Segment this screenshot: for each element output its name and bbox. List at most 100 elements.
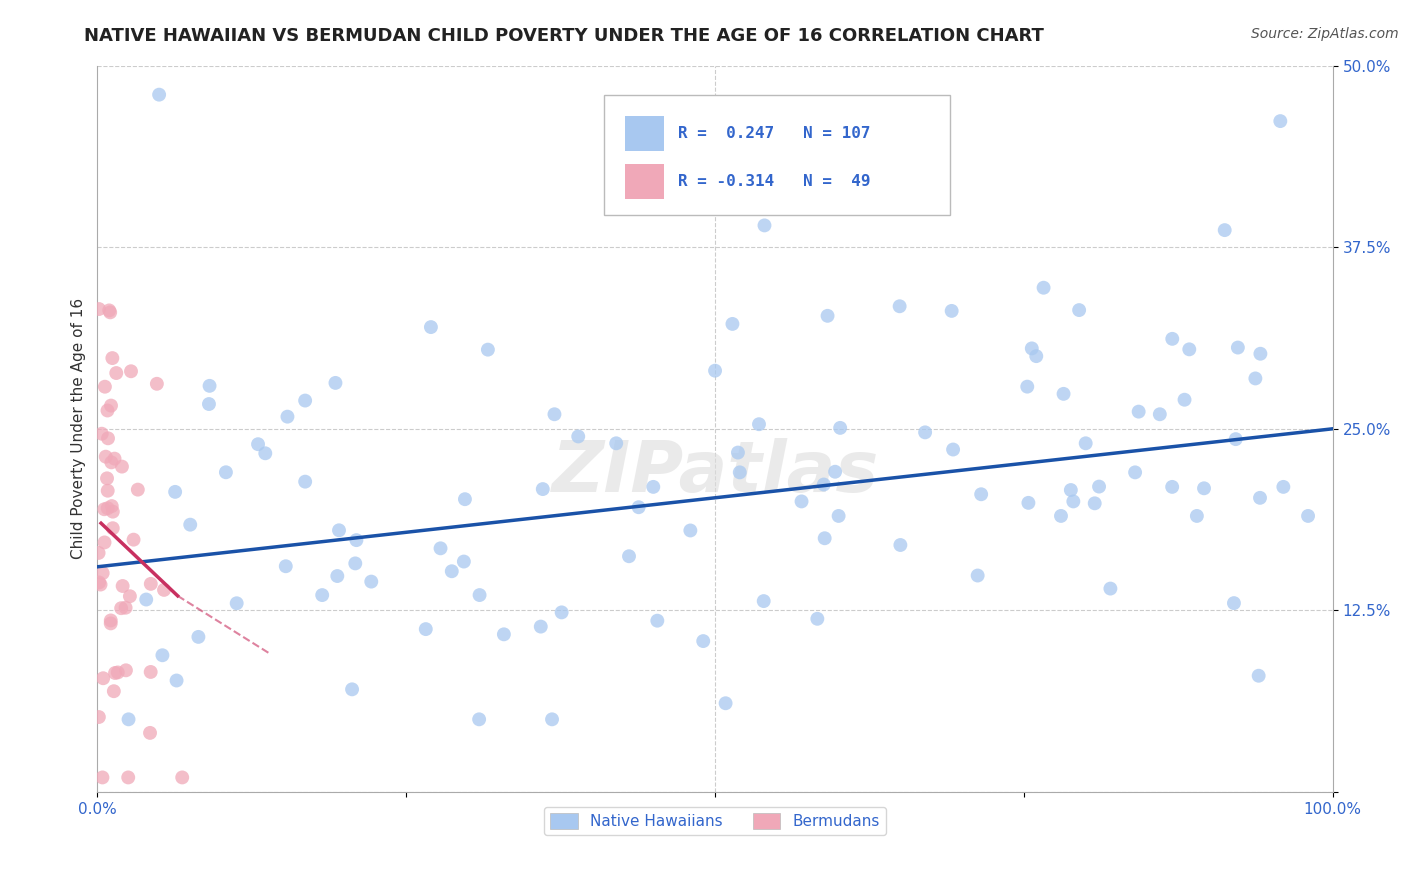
Point: [139, 577, 162, 591]
Point: [814, 531, 837, 545]
Point: [643, 480, 665, 494]
Text: Source: ZipAtlas.com: Source: ZipAtlas.com: [1251, 27, 1399, 41]
Point: [704, 364, 727, 378]
Point: [107, 665, 129, 680]
Point: [122, 533, 145, 547]
Point: [1123, 466, 1146, 480]
Point: [1249, 347, 1271, 361]
Point: [1062, 494, 1084, 508]
Point: [90, 426, 112, 441]
Point: [721, 317, 744, 331]
Point: [492, 627, 515, 641]
Point: [97, 483, 120, 498]
Bar: [624, 117, 665, 152]
Point: [276, 409, 298, 424]
Point: [101, 521, 124, 535]
Point: [1178, 343, 1201, 357]
Text: ZIPatlas: ZIPatlas: [551, 438, 879, 507]
Point: [87, 710, 110, 724]
Point: [110, 601, 132, 615]
Point: [98, 303, 121, 318]
Point: [198, 397, 221, 411]
Point: [187, 630, 209, 644]
Point: [215, 465, 238, 479]
Point: [605, 436, 627, 450]
Point: [96, 471, 118, 485]
Point: [714, 696, 737, 710]
Point: [477, 343, 499, 357]
Point: [1021, 342, 1043, 356]
Point: [118, 589, 141, 603]
Point: [93, 535, 115, 549]
Point: [93, 502, 115, 516]
Point: [827, 508, 849, 523]
Point: [179, 517, 201, 532]
Point: [294, 475, 316, 489]
Point: [530, 619, 553, 633]
Point: [274, 559, 297, 574]
Point: [1128, 404, 1150, 418]
Point: [754, 219, 776, 233]
Point: [165, 484, 187, 499]
Text: R = -0.314   N =  49: R = -0.314 N = 49: [678, 174, 870, 189]
Point: [1247, 669, 1270, 683]
Legend: Native Hawaiians, Bermudans: Native Hawaiians, Bermudans: [544, 807, 886, 835]
Point: [105, 366, 128, 380]
Point: [344, 533, 367, 548]
Point: [100, 616, 122, 631]
Point: [100, 455, 122, 469]
Point: [748, 417, 770, 432]
Point: [103, 451, 125, 466]
Point: [344, 557, 367, 571]
Point: [1226, 341, 1249, 355]
Point: [127, 483, 149, 497]
Point: [294, 393, 316, 408]
Point: [91, 671, 114, 685]
Point: [1032, 281, 1054, 295]
Point: [1192, 481, 1215, 495]
Point: [1161, 480, 1184, 494]
Point: [172, 771, 194, 785]
Point: [806, 612, 828, 626]
Point: [117, 712, 139, 726]
Point: [97, 431, 120, 445]
Point: [817, 309, 839, 323]
Text: NATIVE HAWAIIAN VS BERMUDAN CHILD POVERTY UNDER THE AGE OF 16 CORRELATION CHART: NATIVE HAWAIIAN VS BERMUDAN CHILD POVERT…: [84, 27, 1045, 45]
Point: [1296, 508, 1319, 523]
Point: [419, 320, 441, 334]
Point: [1244, 371, 1267, 385]
Point: [1249, 491, 1271, 505]
Point: [1213, 223, 1236, 237]
Point: [541, 712, 564, 726]
Point: [824, 465, 846, 479]
Point: [627, 500, 650, 515]
Point: [830, 421, 852, 435]
Point: [115, 663, 138, 677]
Point: [1173, 392, 1195, 407]
Point: [1060, 483, 1083, 497]
Point: [139, 726, 162, 740]
Point: [941, 304, 963, 318]
Point: [727, 445, 749, 459]
Point: [1084, 496, 1107, 510]
Point: [111, 459, 134, 474]
Point: [865, 131, 887, 145]
Point: [90, 577, 112, 591]
Point: [103, 684, 125, 698]
Point: [104, 665, 127, 680]
Point: [966, 568, 988, 582]
Point: [97, 501, 120, 516]
Point: [567, 429, 589, 443]
Point: [942, 442, 965, 457]
Point: [1069, 303, 1091, 318]
Text: R =  0.247   N = 107: R = 0.247 N = 107: [678, 127, 870, 141]
Point: [679, 524, 702, 538]
Point: [647, 614, 669, 628]
Point: [148, 87, 170, 102]
Point: [1223, 596, 1246, 610]
Point: [468, 712, 491, 726]
Point: [225, 596, 247, 610]
Point: [91, 771, 114, 785]
Point: [340, 682, 363, 697]
Y-axis label: Child Poverty Under the Age of 16: Child Poverty Under the Age of 16: [72, 298, 86, 559]
